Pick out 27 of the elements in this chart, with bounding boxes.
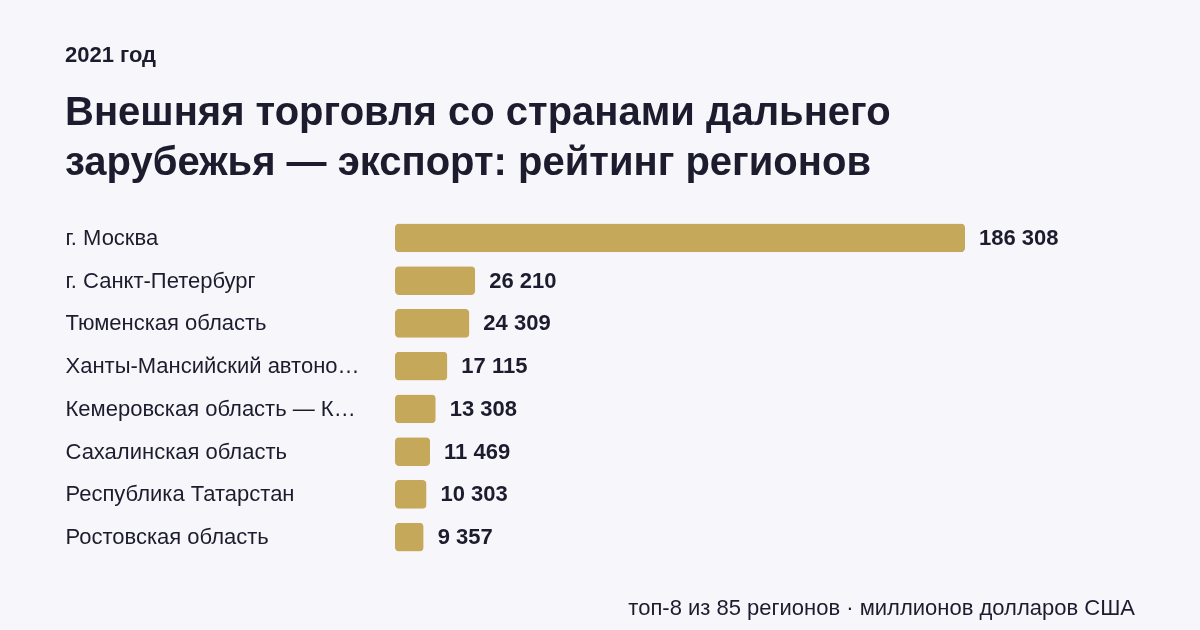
bar bbox=[395, 223, 965, 253]
text: 2021 год bbox=[65, 42, 157, 67]
y-tick-label: Республика Татарстан bbox=[65, 481, 295, 507]
bar bbox=[395, 309, 470, 338]
text: топ-8 из 85 регионов · миллионов долларов США bbox=[628, 595, 1136, 620]
data-label: 9 357 bbox=[437, 524, 493, 550]
bar bbox=[395, 480, 427, 509]
y-tick-label: Ханты-Мансийский автоно… bbox=[65, 353, 360, 379]
data-label: 26 210 bbox=[489, 267, 557, 293]
data-label: 11 469 bbox=[444, 438, 511, 464]
y-tick-label: г. Москва bbox=[65, 224, 159, 250]
chart-title: Внешняя торговля со странами дальнего зарубежья — экспорт: рейтинг регионов bbox=[65, 89, 891, 183]
bar bbox=[395, 351, 448, 381]
y-tick-label: Тюменская область bbox=[65, 310, 267, 336]
data-label: 186 308 bbox=[979, 224, 1059, 250]
data-label: 10 303 bbox=[440, 481, 508, 507]
bar bbox=[395, 266, 476, 295]
data-label: 24 309 bbox=[483, 310, 551, 336]
data-label: 13 308 bbox=[449, 395, 518, 421]
y-tick-label: Кемеровская область — К… bbox=[65, 395, 356, 421]
y-tick-label: г. Санкт-Петербург bbox=[65, 267, 256, 293]
y-tick-label: Ростовская область bbox=[65, 524, 269, 550]
y-tick-label: Сахалинская область bbox=[65, 438, 287, 464]
data-label: 17 115 bbox=[461, 353, 528, 379]
bar bbox=[395, 394, 436, 424]
bar bbox=[395, 437, 431, 466]
bar bbox=[395, 522, 424, 552]
